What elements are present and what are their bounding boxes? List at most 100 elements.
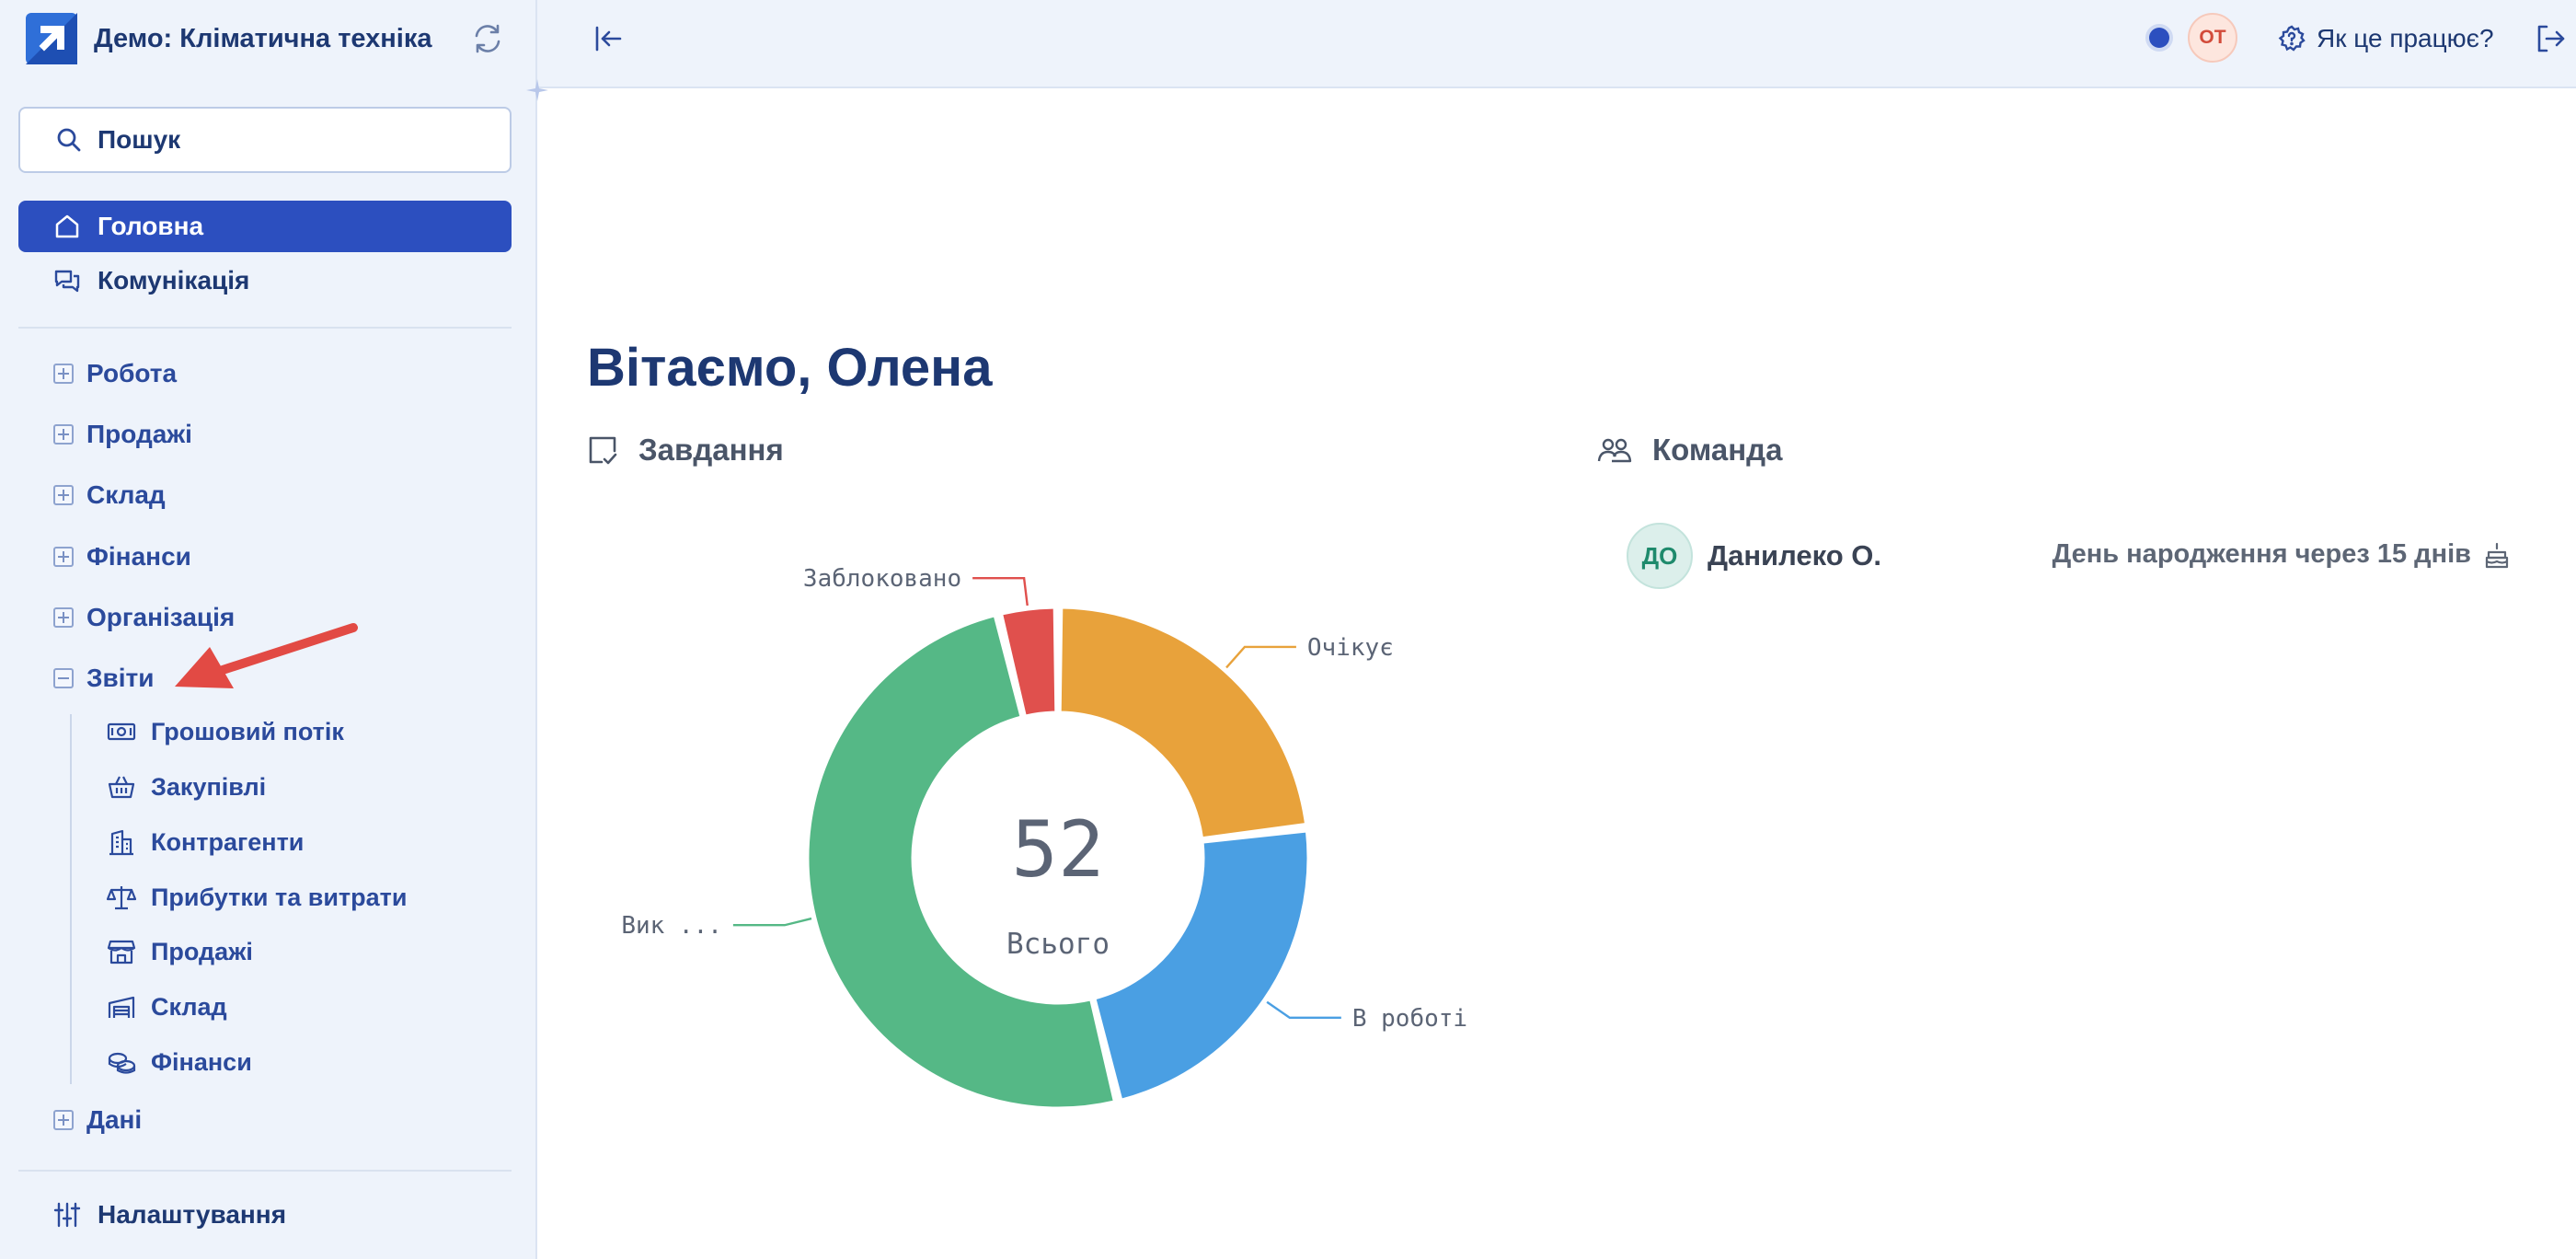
- nav-group-label: Фінанси: [86, 542, 191, 571]
- scale-icon: [107, 886, 136, 910]
- expand-icon: [53, 424, 74, 445]
- nav-report-counterparties[interactable]: Контрагенти: [107, 822, 304, 862]
- expand-icon: [53, 607, 74, 628]
- slice-label: В роботі: [1352, 1005, 1467, 1033]
- donut-slice[interactable]: [1058, 606, 1308, 840]
- nav-group-sales[interactable]: Продажі: [53, 416, 192, 453]
- nav-home[interactable]: Головна: [18, 201, 512, 252]
- nav-report-label: Продажі: [151, 937, 253, 965]
- team-title-label: Команда: [1652, 433, 1783, 467]
- slice-label: Вик ...: [621, 912, 722, 940]
- tree-guide-line: [70, 714, 72, 1084]
- nav-report-label: Контрагенти: [151, 827, 305, 856]
- sliders-icon: [53, 1202, 81, 1228]
- annotation-arrow: [175, 623, 358, 688]
- collapse-icon: [53, 668, 74, 688]
- nav-settings[interactable]: Налаштування: [18, 1189, 512, 1241]
- nav-communication-label: Комунікація: [98, 266, 250, 295]
- task-check-icon: [589, 436, 617, 465]
- coins-icon: [108, 1052, 136, 1074]
- chat-icon: [54, 270, 80, 293]
- brand[interactable]: Демо: Кліматична техніка: [26, 13, 432, 64]
- team-icon: [1597, 438, 1632, 463]
- team-member[interactable]: ДО Данилеко О. День народження через 15 …: [1627, 523, 2510, 589]
- expand-icon: [53, 1110, 74, 1130]
- birthday-note: День народження через 15 днів: [2052, 539, 2471, 569]
- nav-group-label: Склад: [86, 480, 166, 509]
- slice-leader-line: [1225, 645, 1296, 669]
- slice-leader-line: [732, 917, 812, 927]
- donut-chart-svg: Очікує В роботі Вик ... Заблоковано 52 Всього: [621, 565, 1467, 1110]
- expand-icon: [53, 364, 74, 384]
- donut-center-label: Всього: [1006, 928, 1110, 961]
- nav-report-profit-loss[interactable]: Прибутки та витрати: [107, 877, 408, 918]
- banknote-icon: [107, 722, 136, 741]
- expand-icon: [53, 547, 74, 567]
- online-status-indicator: [2149, 28, 2169, 48]
- tasks-title-label: Завдання: [638, 433, 784, 467]
- tasks-section-title: Завдання: [587, 427, 784, 473]
- app-logo-icon: [26, 13, 77, 64]
- nav-group-reports[interactable]: Звіти: [53, 660, 154, 697]
- sidebar-divider: [18, 1170, 512, 1172]
- home-icon: [55, 214, 79, 238]
- sync-icon[interactable]: [469, 20, 506, 57]
- help-label: Як це працює?: [2317, 24, 2494, 52]
- nav-report-warehouse[interactable]: Склад: [107, 987, 227, 1027]
- collapse-sidebar-icon[interactable]: [589, 18, 629, 59]
- sparkle-icon: [526, 79, 548, 101]
- nav-report-purchases[interactable]: Закупівлі: [107, 767, 266, 807]
- store-icon: [107, 940, 136, 964]
- nav-group-label: Робота: [86, 359, 178, 387]
- nav-group-finance[interactable]: Фінанси: [53, 538, 191, 575]
- slice-leader-line: [1266, 1000, 1341, 1020]
- sidebar: Демо: Кліматична техніка Пошук Головна К…: [0, 0, 537, 1259]
- basket-icon: [108, 776, 135, 799]
- nav-group-data[interactable]: Дані: [53, 1102, 142, 1138]
- nav-home-label: Головна: [98, 212, 204, 240]
- slice-label: Заблоковано: [803, 565, 961, 593]
- nav-group-work[interactable]: Робота: [53, 355, 177, 392]
- nav-report-label: Склад: [151, 992, 227, 1021]
- slice-leader-line: [972, 577, 1029, 606]
- building-icon: [109, 829, 133, 856]
- help-icon: [2278, 25, 2306, 52]
- nav-report-sales[interactable]: Продажі: [107, 931, 253, 972]
- search-input[interactable]: Пошук: [18, 107, 512, 173]
- donut-center-value: 52: [1011, 804, 1104, 895]
- cake-icon: [2485, 542, 2509, 568]
- page-title: Вітаємо, Олена: [587, 338, 993, 398]
- nav-report-label: Прибутки та витрати: [151, 883, 408, 911]
- nav-group-warehouse[interactable]: Склад: [53, 477, 166, 514]
- sidebar-divider: [18, 327, 512, 329]
- nav-group-organization[interactable]: Організація: [53, 599, 235, 636]
- donut-slice[interactable]: [1000, 606, 1058, 718]
- nav-communication[interactable]: Комунікація: [18, 255, 512, 306]
- member-birthday: День народження через 15 днів: [2053, 539, 2510, 570]
- nav-group-label: Дані: [86, 1105, 143, 1134]
- nav-report-label: Фінанси: [151, 1047, 252, 1076]
- nav-report-label: Закупівлі: [151, 772, 267, 801]
- nav-group-label: Організація: [86, 603, 236, 631]
- annotation-arrow-shaft: [218, 623, 358, 675]
- annotation-arrow-head: [175, 647, 234, 688]
- logout-icon[interactable]: [2532, 20, 2569, 57]
- nav-report-cashflow[interactable]: Грошовий потік: [107, 711, 344, 752]
- nav-report-finance[interactable]: Фінанси: [107, 1042, 252, 1082]
- user-avatar[interactable]: ОТ: [2188, 13, 2237, 63]
- nav-group-label: Продажі: [86, 420, 192, 448]
- donut-slice[interactable]: [1093, 829, 1310, 1102]
- expand-icon: [53, 485, 74, 505]
- app-title: Демо: Кліматична техніка: [94, 23, 432, 53]
- donut-slice[interactable]: [806, 614, 1116, 1110]
- tasks-donut-chart: Очікує В роботі Вик ... Заблоковано 52 Всього: [589, 534, 1527, 1141]
- member-avatar: ДО: [1627, 523, 1693, 589]
- nav-group-label: Звіти: [86, 664, 155, 692]
- nav-settings-label: Налаштування: [98, 1200, 287, 1229]
- nav-report-label: Грошовий потік: [151, 717, 344, 745]
- member-name: Данилеко О.: [1708, 539, 1882, 572]
- top-bar: ОТ Як це працює?: [537, 0, 2576, 88]
- help-link[interactable]: Як це працює?: [2278, 18, 2494, 59]
- team-section-title: Команда: [1597, 427, 1782, 473]
- search-icon: [57, 128, 81, 152]
